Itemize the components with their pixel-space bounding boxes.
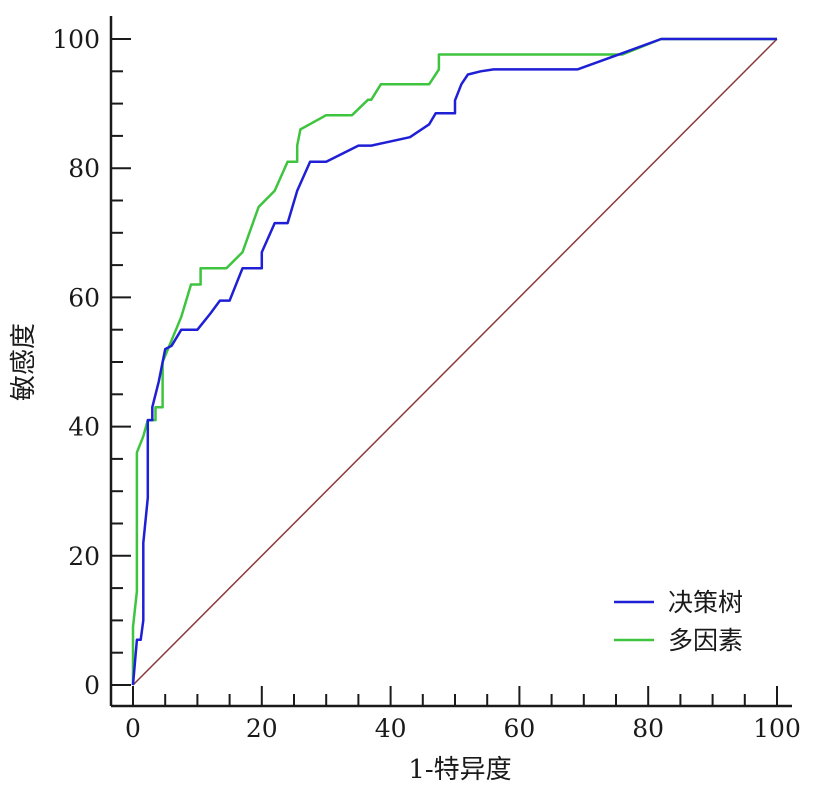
y-tick-label: 0 bbox=[84, 671, 100, 700]
y-axis-ticks: 0 20 40 60 80 100 bbox=[52, 25, 131, 700]
y-tick-label: 100 bbox=[52, 25, 100, 54]
y-tick-label: 40 bbox=[68, 413, 100, 442]
x-tick-label: 20 bbox=[246, 714, 278, 743]
x-tick-label: 40 bbox=[375, 714, 407, 743]
x-axis-title: 1-特异度 bbox=[408, 755, 511, 785]
reference-diagonal-line bbox=[132, 38, 778, 686]
y-axis-title: 敏感度 bbox=[9, 323, 39, 401]
y-tick-label: 80 bbox=[68, 154, 100, 183]
x-tick-label: 60 bbox=[503, 714, 535, 743]
x-tick-label: 80 bbox=[632, 714, 664, 743]
legend-label-1: 多因素 bbox=[668, 626, 743, 655]
y-tick-label: 60 bbox=[68, 283, 100, 312]
x-tick-label: 0 bbox=[125, 714, 141, 743]
plot-area bbox=[131, 37, 778, 686]
legend-label-0: 决策树 bbox=[668, 588, 743, 617]
x-axis-ticks: 0 20 40 60 80 100 bbox=[125, 686, 801, 743]
series-line-0 bbox=[131, 37, 777, 686]
x-tick-label: 100 bbox=[753, 714, 801, 743]
y-tick-label: 20 bbox=[68, 542, 100, 571]
